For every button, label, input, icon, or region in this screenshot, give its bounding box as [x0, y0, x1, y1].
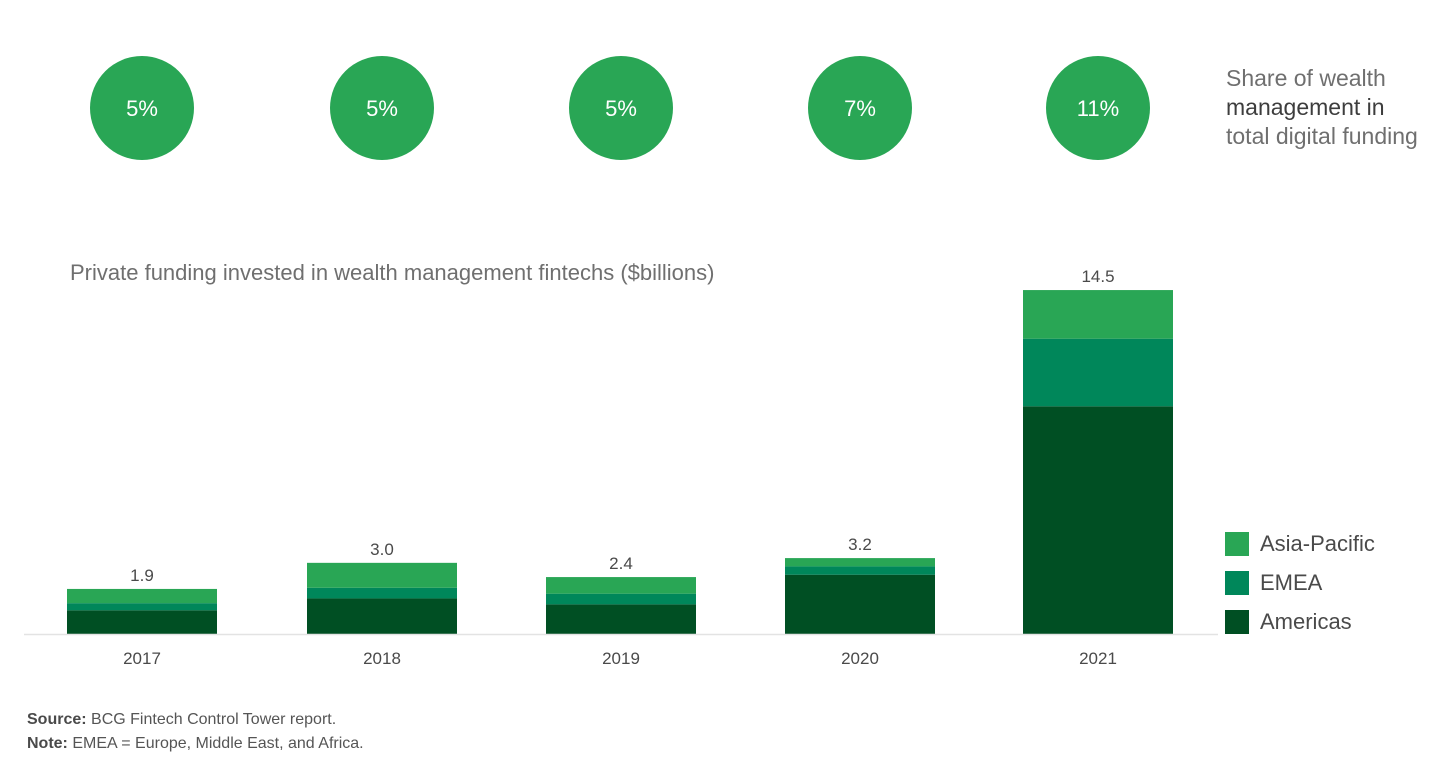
x-tick-2018: 2018 [363, 649, 401, 668]
bar-2020-asia-pacific [785, 558, 935, 567]
bar-2020-emea [785, 566, 935, 575]
source-label: Source: [27, 711, 87, 728]
share-value-2018: 5% [366, 96, 398, 121]
total-label-2021: 14.5 [1081, 267, 1114, 286]
legend-swatch-asia-pacific [1225, 532, 1249, 556]
share-circle-2017 [90, 56, 194, 160]
share-value-2019: 5% [605, 96, 637, 121]
total-label-2018: 3.0 [370, 540, 394, 559]
total-labels: 1.9 3.0 2.4 3.2 14.5 [130, 267, 1114, 585]
bar-2018-asia-pacific [307, 562, 457, 588]
share-title-line-2: management in [1226, 94, 1385, 120]
legend-label-americas: Americas [1260, 609, 1352, 634]
bar-2017-asia-pacific [67, 588, 217, 604]
total-label-2020: 3.2 [848, 535, 872, 554]
bar-2017-emea [67, 603, 217, 611]
bar-2021-americas [1023, 406, 1173, 634]
legend-label-emea: EMEA [1260, 570, 1323, 595]
bar-2019-asia-pacific [546, 577, 696, 594]
bar-2019-emea [546, 593, 696, 605]
x-tick-2020: 2020 [841, 649, 879, 668]
legend-label-asia-pacific: Asia-Pacific [1260, 531, 1375, 556]
legend-swatch-americas [1225, 610, 1249, 634]
share-title-line-3: total digital funding [1226, 123, 1418, 149]
x-tick-2017: 2017 [123, 649, 161, 668]
bar-2017-americas [67, 610, 217, 634]
stacked-bars [67, 290, 1173, 634]
share-title: Share of wealth management in total digi… [1226, 64, 1451, 151]
share-circle-2021 [1046, 56, 1150, 160]
x-tick-labels: 2017 2018 2019 2020 2021 [123, 649, 1117, 668]
share-value-2017: 5% [126, 96, 158, 121]
legend-swatch-emea [1225, 571, 1249, 595]
share-circle-2018 [330, 56, 434, 160]
share-title-line-1: Share of wealth [1226, 65, 1386, 91]
bar-2018-americas [307, 598, 457, 634]
chart-title: Private funding invested in wealth manag… [70, 260, 715, 285]
note-text: EMEA = Europe, Middle East, and Africa. [72, 735, 364, 752]
source-text: BCG Fintech Control Tower report. [91, 711, 337, 728]
x-tick-2021: 2021 [1079, 649, 1117, 668]
footnote: Note: EMEA = Europe, Middle East, and Af… [27, 735, 364, 753]
legend: Asia-Pacific EMEA Americas [1225, 531, 1375, 634]
x-tick-2019: 2019 [602, 649, 640, 668]
bar-2018-emea [307, 587, 457, 599]
bar-2019-americas [546, 604, 696, 634]
share-circle-2019 [569, 56, 673, 160]
bar-2020-americas [785, 574, 935, 634]
share-value-2020: 7% [844, 96, 876, 121]
source-note: Source: BCG Fintech Control Tower report… [27, 711, 336, 729]
share-value-2021: 11% [1077, 96, 1119, 121]
total-label-2019: 2.4 [609, 554, 633, 573]
bar-2021-emea [1023, 338, 1173, 407]
bar-2021-asia-pacific [1023, 290, 1173, 339]
share-circles: 5% 5% 5% 7% 11% [90, 56, 1150, 160]
share-circle-2020 [808, 56, 912, 160]
total-label-2017: 1.9 [130, 566, 154, 585]
note-label: Note: [27, 735, 68, 752]
